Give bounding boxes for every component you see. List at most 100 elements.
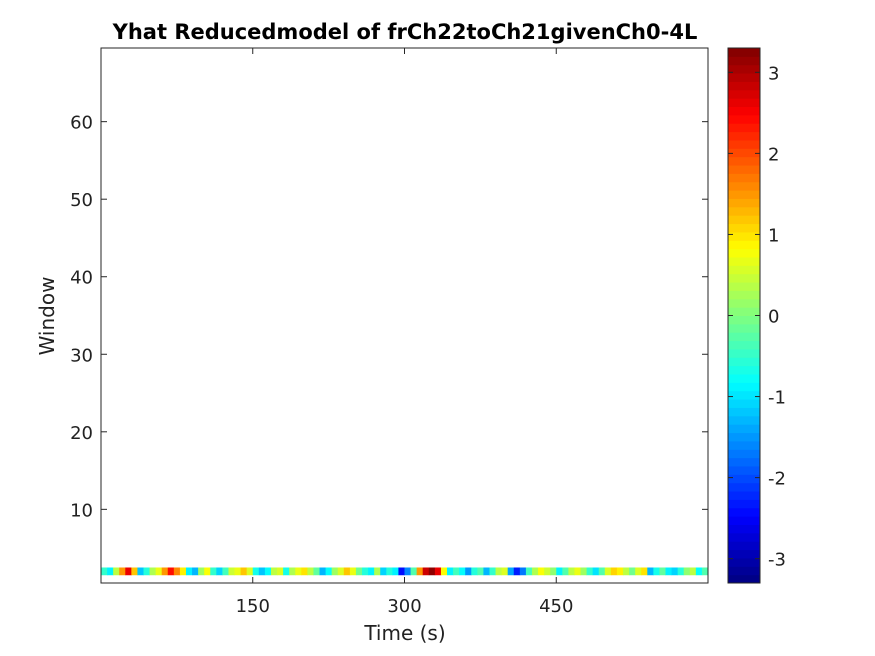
heatmap-cell xyxy=(519,567,527,576)
heatmap-cell xyxy=(507,567,515,576)
colorbar-tick-label: 0 xyxy=(768,307,779,328)
heatmap-cell xyxy=(198,567,205,576)
heatmap-cell xyxy=(428,567,436,576)
heatmap-cell xyxy=(380,567,387,576)
heatmap-cell xyxy=(101,567,108,576)
heatmap-cell xyxy=(252,567,260,576)
colorbar-segment xyxy=(728,231,760,241)
heatmap-cell xyxy=(131,567,138,576)
colorbar-segment xyxy=(728,48,760,57)
heatmap-cell xyxy=(544,567,551,576)
heatmap-cell xyxy=(598,567,606,576)
colorbar-tick-label: 2 xyxy=(768,144,779,165)
heatmap-cell xyxy=(355,567,363,576)
heatmap-cell xyxy=(695,567,703,576)
colorbar-segment xyxy=(728,541,760,551)
heatmap-cell xyxy=(368,567,375,576)
colorbar-tick-label: 3 xyxy=(768,63,779,84)
colorbar-segment xyxy=(728,156,760,166)
heatmap-cell xyxy=(137,567,144,576)
heatmap-cell xyxy=(422,567,430,576)
colorbar-segment xyxy=(728,64,760,74)
heatmap-cell xyxy=(337,567,345,576)
heatmap-cell xyxy=(362,567,369,576)
colorbar-segment xyxy=(728,340,760,350)
colorbar-segment xyxy=(728,139,760,149)
x-tick-label: 450 xyxy=(539,596,573,617)
colorbar-segment xyxy=(728,131,760,141)
colorbar-segment xyxy=(728,56,760,66)
heatmap-cell xyxy=(568,567,575,576)
colorbar-segment xyxy=(728,549,760,559)
heatmap-cell xyxy=(538,567,545,576)
x-axis-label: Time (s) xyxy=(363,621,445,645)
heatmap-cell xyxy=(386,567,393,576)
heatmap-cell xyxy=(410,567,418,576)
colorbar-segment xyxy=(728,491,760,500)
colorbar-segment xyxy=(728,457,760,467)
heatmap-cell xyxy=(623,567,630,576)
heatmap-cell xyxy=(677,567,685,576)
colorbar-segment xyxy=(728,265,760,275)
heatmap-cell xyxy=(574,567,581,576)
heatmap-cell xyxy=(525,567,533,576)
heatmap-cell xyxy=(616,567,624,576)
colorbar-segment xyxy=(728,165,760,174)
colorbar-segment xyxy=(728,374,760,383)
heatmap-cell xyxy=(471,567,478,576)
colorbar-segment xyxy=(728,89,760,99)
heatmap-cell xyxy=(701,567,709,576)
colorbar-segment xyxy=(728,407,760,417)
chart-title: Yhat Reducedmodel of frCh22toCh21givenCh… xyxy=(112,20,698,44)
heatmap-cell xyxy=(289,567,296,576)
colorbar-segment xyxy=(728,315,760,325)
heatmap-cell xyxy=(155,567,163,576)
heatmap-cell xyxy=(495,567,503,576)
heatmap-cell xyxy=(216,567,223,576)
heatmap-cell xyxy=(513,567,521,576)
heatmap-cell xyxy=(604,567,612,576)
heatmap-cell xyxy=(246,567,254,576)
colorbar-segment xyxy=(728,507,760,517)
colorbar-segment xyxy=(728,532,760,542)
heatmap-cell xyxy=(331,567,339,576)
heatmap-cell xyxy=(465,567,472,576)
heatmap-cell xyxy=(179,567,187,576)
colorbar-segment xyxy=(728,424,760,434)
heatmap-cell xyxy=(489,567,496,576)
y-axis: 10 20 30 40 50 60 xyxy=(70,113,708,521)
heatmap-cell xyxy=(440,567,448,576)
heatmap-cell xyxy=(586,567,594,576)
heatmap-cell xyxy=(459,567,466,576)
colorbar-segment xyxy=(728,382,760,392)
y-axis-label: Window xyxy=(35,277,59,356)
colorbar-segment xyxy=(728,323,760,333)
heatmap-cell xyxy=(283,567,290,576)
heatmap-cell xyxy=(531,567,539,576)
colorbar-tick-label: -3 xyxy=(768,550,786,571)
colorbar-segment xyxy=(728,223,760,233)
heatmap-cell xyxy=(477,567,484,576)
colorbar-tick-label: -1 xyxy=(768,388,786,409)
heatmap-cell xyxy=(295,567,302,576)
colorbar-segment xyxy=(728,290,760,300)
heatmap-cell xyxy=(562,567,569,576)
heatmap-cell xyxy=(659,567,666,576)
colorbar-segment xyxy=(728,148,760,158)
heatmap-cell xyxy=(307,567,314,576)
heatmap-cell xyxy=(556,567,563,576)
colorbar-segment xyxy=(728,123,760,133)
colorbar-segment xyxy=(728,215,760,225)
plot-area xyxy=(100,47,709,584)
heatmap-cell xyxy=(234,567,242,576)
heatmap-cell xyxy=(143,567,150,576)
colorbar-segment xyxy=(728,557,760,567)
colorbar-segment xyxy=(728,106,760,116)
colorbar-segment xyxy=(728,190,760,199)
colorbar-segment xyxy=(728,173,760,183)
heatmap-cell xyxy=(501,567,509,576)
heatmap-cell xyxy=(404,567,411,576)
heatmap-cell xyxy=(453,567,460,576)
colorbar-segment xyxy=(728,465,760,475)
colorbar-segment xyxy=(728,415,760,425)
